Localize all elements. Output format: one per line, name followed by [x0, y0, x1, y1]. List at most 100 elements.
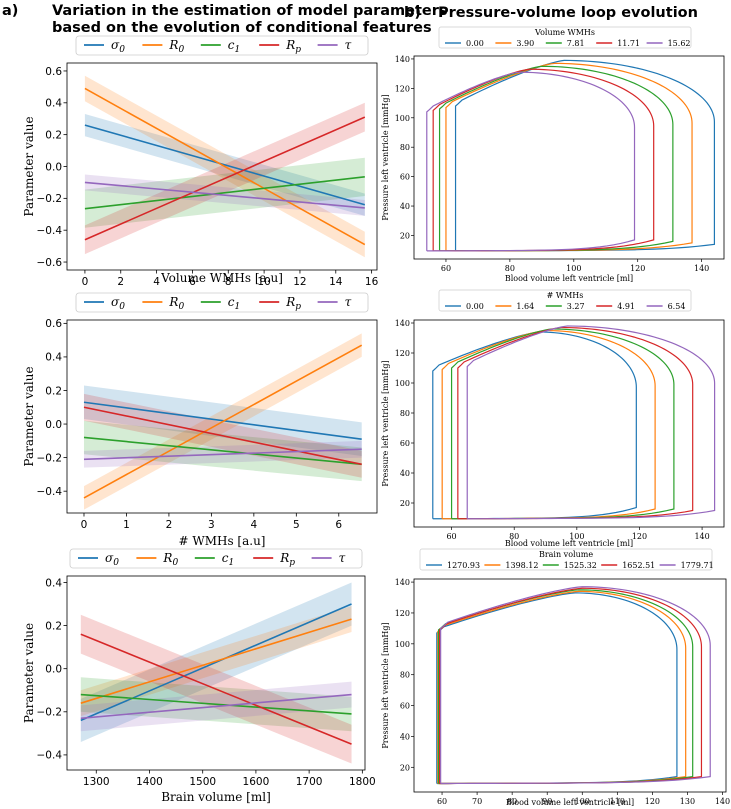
y-tick-label: 40 — [400, 469, 410, 478]
plot-frame — [413, 55, 725, 260]
x-tick-label: 14 — [329, 276, 343, 288]
y-tick-label: 0.6 — [45, 66, 62, 78]
legend-label-Rp: 11.71 — [617, 39, 640, 48]
plot-frame — [66, 575, 366, 771]
y-tick-label: 20 — [400, 499, 410, 508]
legend-label-sigma0: 1270.93 — [447, 561, 480, 570]
regression-line-sigma0 — [84, 124, 366, 206]
regression-panel-3: 1300 1400 1500 1600 1700 1800 −0.4 −0.2 0.0 0.2 0.… — [22, 548, 376, 804]
x-tick-label: 1500 — [189, 776, 216, 788]
panel-b-title: Pressure-volume loop evolution — [438, 5, 698, 21]
y-tick-label: 0.4 — [45, 577, 62, 589]
y-tick-label: 100 — [395, 379, 410, 388]
y-tick-label: 80 — [400, 143, 410, 152]
legend-label-R0: 3.90 — [516, 39, 534, 48]
regression-panel-1: 0 2 4 6 8 10 12 14 16 −0.6 −0.4 −0.2 0.0 0.2 0.4 0.6 Vol… — [22, 35, 379, 288]
x-tick-label: 2 — [166, 519, 173, 531]
legend-title: Volume WMHs — [534, 28, 595, 37]
pv-loop-panel-1: 60 80 100 120 140 20 40 60 80 100 120 140 Blood volu… — [381, 26, 725, 283]
x-axis-label: # WMHs [a.u] — [179, 534, 266, 548]
y-axis-label: Parameter value — [22, 116, 36, 216]
x-tick-label: 60 — [441, 264, 451, 273]
x-tick-label: 140 — [694, 264, 709, 273]
y-tick-label: 120 — [395, 84, 410, 93]
y-tick-label: 40 — [400, 202, 410, 211]
legend-label-c1: 7.81 — [567, 39, 585, 48]
x-tick-label: 90 — [542, 797, 552, 806]
legend-box — [69, 548, 363, 569]
regression-line-R0 — [84, 87, 366, 246]
panel-a-title-line2: based on the evolution of conditional fe… — [52, 20, 432, 36]
x-tick-label: 1 — [123, 519, 130, 531]
legend-label-R0: 1398.12 — [505, 561, 538, 570]
regression-line-tau — [83, 448, 362, 461]
x-tick-label: 140 — [715, 797, 730, 806]
regression-line-tau — [84, 181, 365, 209]
y-tick-label: 0.6 — [45, 318, 62, 330]
pv-loop-panel-3: 60 70 80 90 100 110 120 130 140 20 40 60 80 100 120 140… — [381, 548, 730, 807]
regression-line-Rp — [83, 406, 362, 466]
y-axis-label: Pressure left ventricle [mmHg] — [381, 622, 390, 748]
x-axis-label: Blood volume left ventricle [ml] — [505, 274, 633, 283]
x-axis-label: Blood volume left ventricle [ml] — [506, 798, 634, 807]
pv-loop-tau — [426, 71, 636, 252]
x-tick-label: 5 — [293, 519, 300, 531]
regression-line-R0 — [83, 344, 363, 499]
y-tick-label: 80 — [400, 671, 410, 680]
legend-label-sigma0: 0.00 — [466, 39, 484, 48]
x-tick-label: 120 — [630, 264, 645, 273]
y-tick-label: 100 — [395, 640, 410, 649]
legend-title: # WMHs — [547, 291, 584, 300]
regression-line-c1 — [80, 693, 352, 715]
legend-label-c1: 3.27 — [567, 302, 585, 311]
legend-label-tau: 15.62 — [668, 39, 691, 48]
x-tick-label: 60 — [437, 797, 447, 806]
regression-panel-2: 0 1 2 3 4 5 6 −0.4 −0.2 0.0 0.2 0.4 0.6 # WMHs [a.u] P… — [22, 292, 378, 548]
pv-loop-panel-2: 60 80 100 120 140 20 40 60 80 100 120 140 Blood volu… — [381, 289, 725, 548]
x-tick-label: 2 — [117, 276, 124, 288]
x-tick-label: 12 — [293, 276, 306, 288]
legend-label-tau: τ — [345, 38, 352, 52]
y-tick-label: −0.6 — [37, 257, 63, 269]
y-tick-label: 0.2 — [45, 620, 62, 632]
legend-title: Brain volume — [539, 550, 593, 559]
legend-label-sigma0: 0.00 — [466, 302, 484, 311]
x-tick-label: 100 — [575, 797, 590, 806]
y-tick-label: 120 — [395, 609, 410, 618]
y-tick-label: −0.2 — [37, 707, 63, 719]
legend-label-tau: τ — [345, 295, 352, 309]
legend-label-tau: 6.54 — [668, 302, 686, 311]
y-tick-label: 0.4 — [45, 98, 62, 110]
x-tick-label: 110 — [610, 797, 625, 806]
y-axis-label: Parameter value — [22, 366, 36, 466]
y-tick-label: 0.0 — [45, 419, 62, 431]
panel-a-title-line1: Variation in the estimation of model par… — [52, 3, 448, 19]
legend-label-tau: 1779.71 — [681, 561, 714, 570]
legend-label-tau: τ — [339, 551, 346, 565]
x-tick-label: 100 — [566, 264, 581, 273]
y-tick-label: 20 — [400, 763, 410, 772]
y-tick-label: 60 — [400, 702, 410, 711]
legend-box — [75, 292, 369, 313]
y-axis-label: Pressure left ventricle [mmHg] — [381, 360, 390, 486]
x-tick-label: 80 — [507, 797, 517, 806]
x-tick-label: 0 — [82, 276, 89, 288]
plots: 0 2 4 6 8 10 12 14 16−0.6−0.4−0.20.00.20.40.6Vol… — [22, 26, 730, 807]
x-tick-label: 0 — [81, 519, 88, 531]
x-tick-label: 1700 — [296, 776, 323, 788]
y-axis-label: Pressure left ventricle [mmHg] — [381, 94, 390, 220]
x-tick-label: 16 — [365, 276, 379, 288]
y-tick-label: 40 — [400, 732, 410, 741]
x-tick-label: 4 — [251, 519, 258, 531]
x-tick-label: 10 — [257, 276, 270, 288]
y-tick-label: 140 — [395, 578, 410, 587]
x-tick-label: 1400 — [136, 776, 163, 788]
regression-line-Rp — [84, 116, 366, 241]
y-tick-label: 140 — [395, 319, 410, 328]
regression-line-R0 — [80, 618, 352, 704]
x-tick-label: 8 — [225, 276, 232, 288]
y-tick-label: −0.4 — [37, 750, 63, 762]
pv-loop-tau — [466, 325, 716, 520]
x-tick-label: 1800 — [349, 776, 376, 788]
y-tick-label: −0.4 — [37, 225, 63, 237]
